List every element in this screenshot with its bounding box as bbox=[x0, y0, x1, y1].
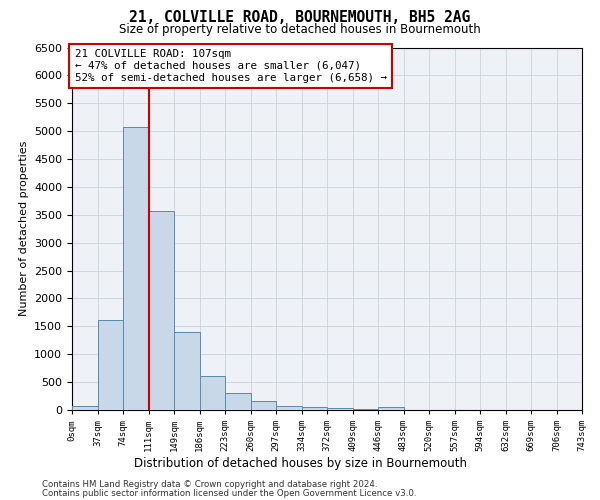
Text: 21, COLVILLE ROAD, BOURNEMOUTH, BH5 2AG: 21, COLVILLE ROAD, BOURNEMOUTH, BH5 2AG bbox=[130, 10, 470, 25]
Bar bbox=[378, 407, 404, 410]
Y-axis label: Number of detached properties: Number of detached properties bbox=[19, 141, 29, 316]
Bar bbox=[199, 376, 225, 410]
Bar bbox=[72, 406, 97, 410]
Text: Contains public sector information licensed under the Open Government Licence v3: Contains public sector information licen… bbox=[42, 489, 416, 498]
Bar bbox=[123, 126, 149, 410]
Bar bbox=[149, 212, 174, 410]
Bar bbox=[353, 409, 378, 410]
Bar bbox=[251, 402, 276, 410]
Bar bbox=[302, 408, 327, 410]
Text: 21 COLVILLE ROAD: 107sqm
← 47% of detached houses are smaller (6,047)
52% of sem: 21 COLVILLE ROAD: 107sqm ← 47% of detach… bbox=[74, 50, 386, 82]
Text: Contains HM Land Registry data © Crown copyright and database right 2024.: Contains HM Land Registry data © Crown c… bbox=[42, 480, 377, 489]
Bar bbox=[327, 408, 353, 410]
Text: Size of property relative to detached houses in Bournemouth: Size of property relative to detached ho… bbox=[119, 22, 481, 36]
Bar bbox=[276, 406, 302, 410]
Text: Distribution of detached houses by size in Bournemouth: Distribution of detached houses by size … bbox=[133, 458, 467, 470]
Bar bbox=[225, 393, 251, 410]
Bar bbox=[174, 332, 199, 410]
Bar bbox=[97, 320, 123, 410]
